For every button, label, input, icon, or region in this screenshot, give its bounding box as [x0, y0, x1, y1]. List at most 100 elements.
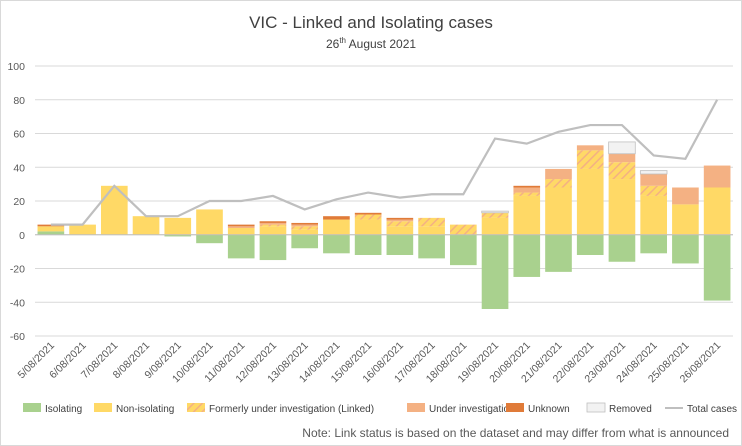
- bar-unknown: [354, 212, 382, 215]
- bar-non-isolating: [227, 228, 255, 235]
- bar-under-investigation: [608, 153, 636, 163]
- bar-under-investigation: [513, 187, 541, 193]
- bar-unknown: [259, 221, 287, 223]
- bar-removed: [481, 210, 509, 214]
- bar-non-isolating: [323, 219, 350, 235]
- bar-isolating: [672, 234, 699, 264]
- bar-non-isolating: [608, 179, 636, 235]
- y-tick-label: 60: [13, 129, 25, 141]
- bar-unknown: [386, 217, 414, 220]
- bar-non-isolating: [481, 217, 509, 235]
- bar-isolating: [291, 234, 319, 249]
- x-axis-ticks: 5/08/20216/08/20217/08/20218/08/20219/08…: [15, 340, 723, 386]
- bar-under-investigation: [672, 187, 699, 205]
- legend-label: Unknown: [528, 404, 570, 415]
- bar-non-isolating: [164, 217, 192, 235]
- y-tick-label: -60: [10, 331, 25, 343]
- bar-formerly-under-investigation-linked: [576, 150, 604, 169]
- legend-label: Removed: [609, 404, 652, 415]
- bar-formerly-under-investigation-linked: [608, 162, 636, 180]
- bar-formerly-under-investigation-linked: [640, 185, 668, 196]
- bar-unknown: [227, 224, 255, 227]
- bar-under-investigation: [259, 222, 287, 225]
- bar-non-isolating: [386, 226, 414, 235]
- bar-non-isolating: [37, 226, 65, 232]
- y-tick-label: 0: [19, 230, 25, 242]
- legend-swatch: [23, 403, 41, 412]
- bar-isolating: [640, 234, 668, 254]
- bar-isolating: [545, 234, 572, 272]
- chart-subtitle: 26th August 2021: [1, 36, 741, 51]
- bar-non-isolating: [354, 219, 382, 235]
- bar-under-investigation: [703, 165, 731, 188]
- subtitle-rest: August 2021: [345, 37, 417, 51]
- bar-non-isolating: [259, 226, 287, 235]
- bar-isolating: [354, 234, 382, 255]
- footnote: Note: Link status is based on the datase…: [302, 426, 729, 440]
- bar-non-isolating: [291, 229, 319, 235]
- legend-label: Under investigation: [429, 404, 515, 415]
- bar-non-isolating: [69, 224, 96, 235]
- y-tick-label: -20: [10, 264, 25, 276]
- bar-unknown: [291, 222, 319, 225]
- bar-non-isolating: [196, 209, 223, 235]
- bar-formerly-under-investigation-linked: [545, 179, 572, 188]
- bar-isolating: [196, 234, 223, 244]
- bar-formerly-under-investigation-linked: [259, 224, 287, 227]
- bar-isolating: [576, 234, 604, 255]
- chart-title: VIC - Linked and Isolating cases: [249, 13, 493, 32]
- y-tick-label: 20: [13, 196, 25, 208]
- bar-non-isolating: [703, 187, 731, 235]
- y-axis-ticks: -60 -40 -20 0 20 40 60 80 100: [7, 61, 25, 343]
- y-tick-label: 80: [13, 95, 25, 107]
- y-tick-label: 100: [7, 61, 25, 73]
- bar-isolating: [418, 234, 445, 259]
- legend-swatch: [506, 403, 524, 412]
- legend-label: Formerly under investigation (Linked): [209, 404, 374, 415]
- bar-formerly-under-investigation-linked: [354, 214, 382, 220]
- bar-formerly-under-investigation-linked: [386, 221, 414, 227]
- legend-label: Non-isolating: [116, 404, 174, 415]
- legend-swatch: [187, 403, 205, 412]
- bar-unknown: [37, 224, 65, 227]
- bar-removed: [639, 170, 668, 175]
- legend-label: Isolating: [45, 404, 82, 415]
- legend-swatch: [407, 403, 425, 412]
- subtitle-day: 26: [325, 37, 340, 51]
- bar-isolating: [227, 234, 255, 259]
- bar-under-investigation: [545, 168, 572, 180]
- legend-swatch: [94, 403, 112, 412]
- bar-isolating: [449, 234, 477, 266]
- bar-isolating: [608, 234, 636, 262]
- bar-isolating: [703, 234, 731, 301]
- bar-formerly-under-investigation-linked: [513, 192, 541, 196]
- bar-isolating: [513, 234, 541, 277]
- bar-non-isolating: [100, 185, 128, 235]
- bar-isolating: [323, 234, 350, 254]
- bar-non-isolating: [576, 168, 604, 235]
- legend-swatch: [586, 402, 606, 413]
- total-cases-polyline: [50, 99, 719, 226]
- bar-non-isolating: [418, 226, 445, 235]
- bar-isolating: [37, 231, 65, 235]
- bar-formerly-under-investigation-linked: [449, 224, 477, 235]
- subtitle-suffix: th: [339, 36, 346, 45]
- legend-label: Total cases: [687, 404, 737, 415]
- bar-under-investigation: [291, 224, 319, 227]
- bar-isolating: [481, 234, 509, 309]
- bar-removed: [608, 141, 636, 155]
- bar-non-isolating: [513, 195, 541, 235]
- bar-unknown: [513, 185, 541, 188]
- bar-isolating: [259, 234, 287, 261]
- bar-formerly-under-investigation-linked: [418, 217, 445, 227]
- bar-under-investigation: [576, 145, 604, 151]
- bar-under-investigation: [227, 226, 255, 228]
- y-tick-label: -40: [10, 297, 25, 309]
- bar-under-investigation: [640, 174, 668, 186]
- bar-unknown: [323, 216, 350, 220]
- total-cases-line: [50, 99, 719, 226]
- legend: Isolating Non-isolating Formerly under inv…: [23, 402, 737, 415]
- bar-formerly-under-investigation-linked: [481, 212, 509, 218]
